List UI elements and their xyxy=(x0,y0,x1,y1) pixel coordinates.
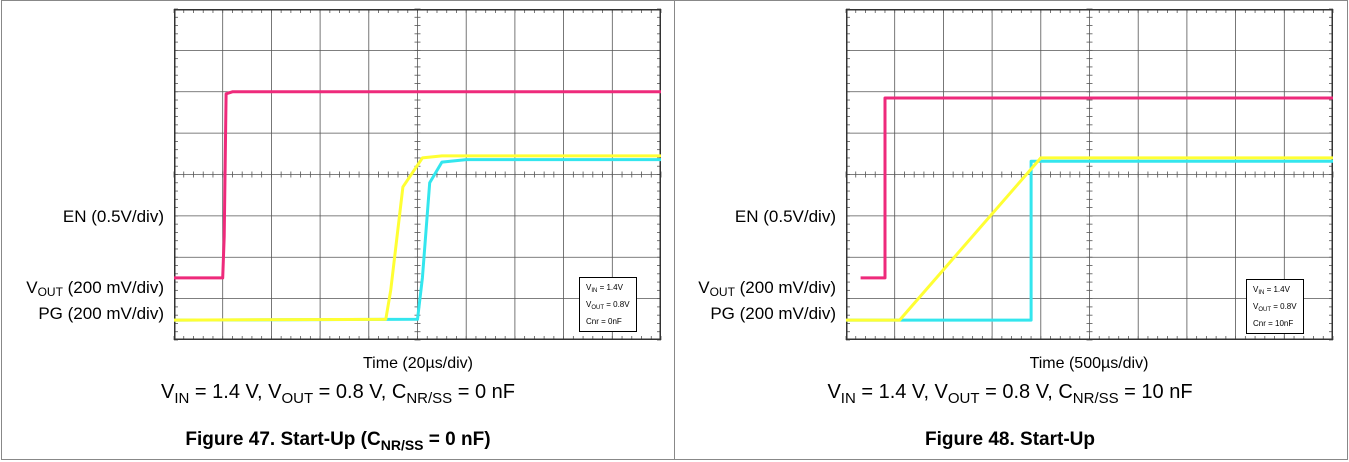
oscilloscope-plot xyxy=(173,8,662,341)
figure-48-panel: EN (0.5V/div) VOUT (200 mV/div) PG (200 … xyxy=(674,0,1348,460)
vout-trace xyxy=(846,156,1333,322)
pg-trace xyxy=(173,158,661,322)
test-conditions: VIN = 1.4 V, VOUT = 0.8 V, CNR/SS = 0 nF xyxy=(161,381,515,407)
conditions-infobox: VIN = 1.4V VOUT = 0.8V Cnr = 10nF xyxy=(1246,279,1304,334)
figure-47-panel: EN (0.5V/div) VOUT (200 mV/div) PG (200 … xyxy=(1,0,675,460)
en-scale-label: EN (0.5V/div) xyxy=(734,207,836,226)
vout-scale-label: VOUT (200 mV/div) xyxy=(698,278,836,299)
plot-border xyxy=(846,9,1333,340)
test-conditions: VIN = 1.4 V, VOUT = 0.8 V, CNR/SS = 10 n… xyxy=(827,381,1193,407)
figure-caption: Figure 47. Start-Up (CNR/SS = 0 nF) xyxy=(185,429,491,453)
x-axis-label: Time (20µs/div) xyxy=(363,355,473,372)
vout-scale-label: VOUT (200 mV/div) xyxy=(26,278,164,299)
en-scale-label: EN (0.5V/div) xyxy=(62,207,164,226)
pg-scale-label: PG (200 mV/div) xyxy=(38,304,164,323)
conditions-infobox: VIN = 1.4V VOUT = 0.8V Cnr = 0nF xyxy=(579,277,637,332)
pg-trace xyxy=(846,159,1333,322)
figure-caption: Figure 48. Start-Up xyxy=(925,429,1095,450)
x-axis-label: Time (500µs/div) xyxy=(1029,355,1149,372)
en-trace xyxy=(860,96,1333,280)
vout-trace xyxy=(173,154,661,322)
pg-scale-label: PG (200 mV/div) xyxy=(710,304,836,323)
en-trace xyxy=(174,90,661,280)
plot-border xyxy=(174,9,661,340)
